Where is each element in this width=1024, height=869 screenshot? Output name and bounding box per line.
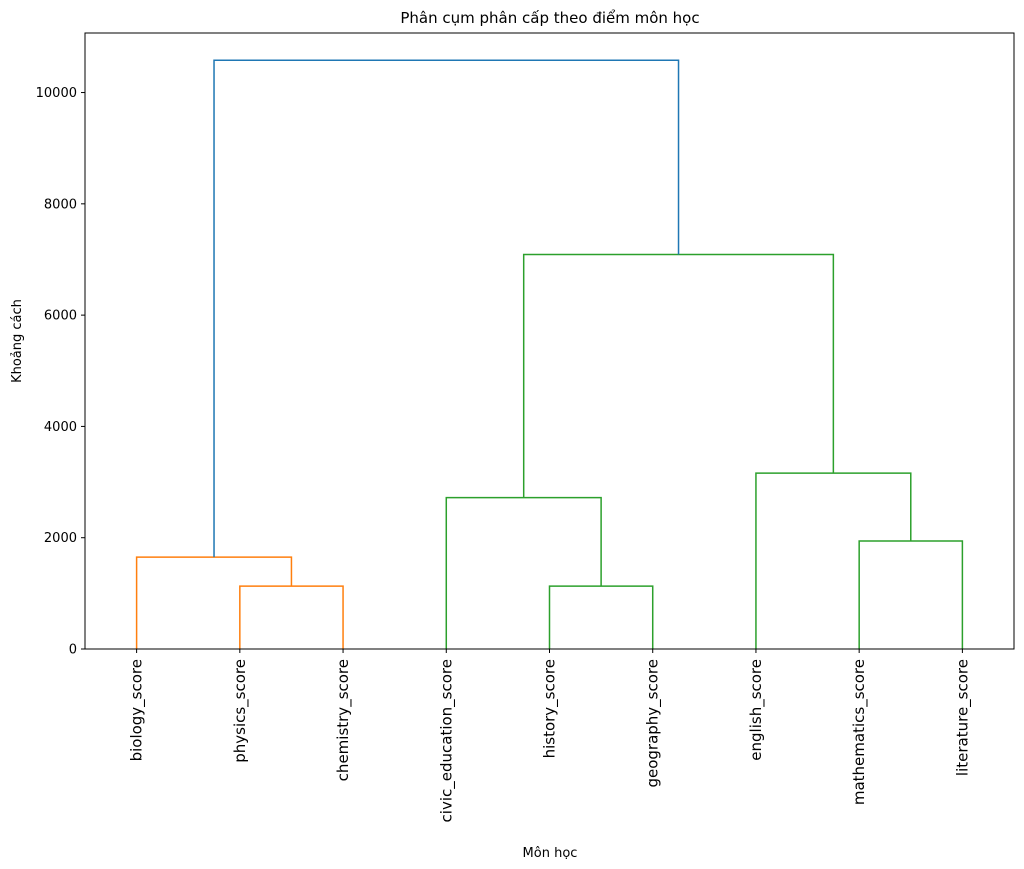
x-tick-label: mathematics_score: [850, 659, 869, 805]
y-tick-label: 10000: [36, 86, 77, 101]
y-tick-label: 4000: [44, 420, 77, 435]
x-axis-label: Môn học: [523, 846, 578, 861]
dendrogram-link-8: [213, 59, 680, 558]
x-axis: biology_score physics_score chemistry_scor…: [128, 649, 972, 822]
dendrogram-link-4: [445, 496, 602, 649]
dendrogram-link-5: [858, 540, 964, 649]
dendrogram-link-6: [755, 472, 912, 649]
x-tick-label: english_score: [747, 659, 766, 761]
x-tick-label: literature_score: [953, 659, 972, 776]
dendrogram-link-7: [522, 253, 835, 498]
dendrogram-link-2: [135, 556, 293, 649]
chart-title: Phân cụm phân cấp theo điểm môn học: [400, 9, 699, 27]
y-tick-label: 8000: [44, 197, 77, 212]
x-tick-label: history_score: [541, 659, 560, 758]
x-tick-label: civic_education_score: [437, 659, 456, 822]
y-tick-label: 2000: [44, 531, 77, 546]
x-tick-label: chemistry_score: [334, 659, 353, 781]
y-tick-label: 6000: [44, 309, 77, 324]
x-tick-label: physics_score: [231, 659, 250, 763]
y-axis: 0 2000 4000 6000 8000 10000: [36, 86, 85, 658]
y-axis-label: Khoảng cách: [10, 299, 25, 383]
dendrogram-links: [135, 59, 964, 649]
x-tick-label: biology_score: [128, 659, 147, 761]
x-tick-label: geography_score: [644, 659, 663, 788]
dendrogram-link-1: [239, 585, 344, 649]
y-tick-label: 0: [69, 643, 77, 658]
dendrogram-link-3: [548, 585, 654, 649]
